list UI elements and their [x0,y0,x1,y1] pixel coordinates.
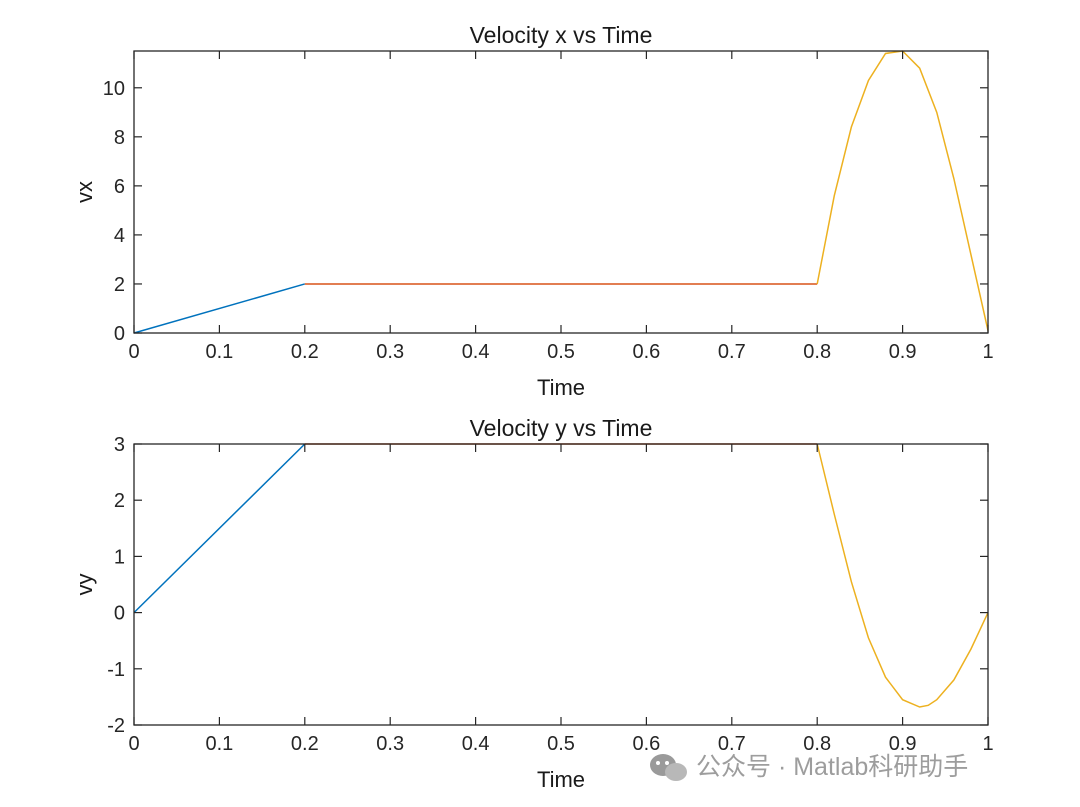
watermark: 公众号 · Matlab科研助手 [650,753,968,781]
series-line-1 [133,283,306,334]
watermark-text: 公众号 · Matlab科研助手 [696,753,968,781]
x-tick-label: 0.5 [547,341,575,363]
x-tick-label: 0.4 [462,341,490,363]
x-axis-label: Time [537,375,585,400]
x-tick-label: 0.2 [291,733,319,755]
y-tick-label: 1 [114,546,125,568]
wechat-icon [650,754,687,781]
x-tick-label: 0.8 [803,341,831,363]
y-tick-label: 0 [114,603,125,625]
x-tick-label: 0.9 [889,733,917,755]
x-tick-label: 0.1 [205,733,233,755]
chart-title: Velocity y vs Time [470,415,653,441]
y-axis-label: vx [72,181,97,203]
x-tick-label: 0.1 [205,341,233,363]
y-tick-label: 2 [114,490,125,512]
y-axis-label: vy [72,574,97,596]
x-tick-label: 0 [128,341,139,363]
x-tick-label: 1 [982,733,993,755]
x-tick-label: 1 [982,341,993,363]
x-tick-label: 0.6 [632,341,660,363]
x-axis-label: Time [537,767,585,792]
axes-box [133,50,989,334]
x-tick-label: 0.5 [547,733,575,755]
y-tick-label: 2 [114,274,125,296]
y-tick-label: 8 [114,127,125,149]
y-tick-label: 6 [114,176,125,198]
x-tick-label: 0.9 [889,341,917,363]
y-tick-label: 4 [114,225,125,247]
y-tick-label: -2 [107,715,125,737]
x-tick-label: 0.4 [462,733,490,755]
series-line-3 [816,443,989,708]
series-line-1 [133,443,306,614]
x-tick-label: 0.3 [376,733,404,755]
y-tick-label: -1 [107,659,125,681]
x-tick-label: 0.3 [376,341,404,363]
x-tick-label: 0.7 [718,341,746,363]
x-tick-label: 0.6 [632,733,660,755]
velocity-x-subplot: 0 0.1 0.2 0.3 0.4 0.5 0.6 0.7 0.8 0.9 10246810Velo… [72,22,994,400]
x-tick-label: 0.7 [718,733,746,755]
y-tick-label: 0 [114,323,125,345]
y-tick-label: 3 [114,434,125,456]
chart-title: Velocity x vs Time [470,22,653,48]
x-tick-label: 0.2 [291,341,319,363]
series-line-3 [816,50,989,331]
x-tick-label: 0 [128,733,139,755]
y-tick-label: 10 [103,78,125,100]
velocity-y-subplot: 0 0.1 0.2 0.3 0.4 0.5 0.6 0.7 0.8 0.9 1 -2 -1 0 1 2 3 Vel… [72,415,994,792]
x-tick-label: 0.8 [803,733,831,755]
